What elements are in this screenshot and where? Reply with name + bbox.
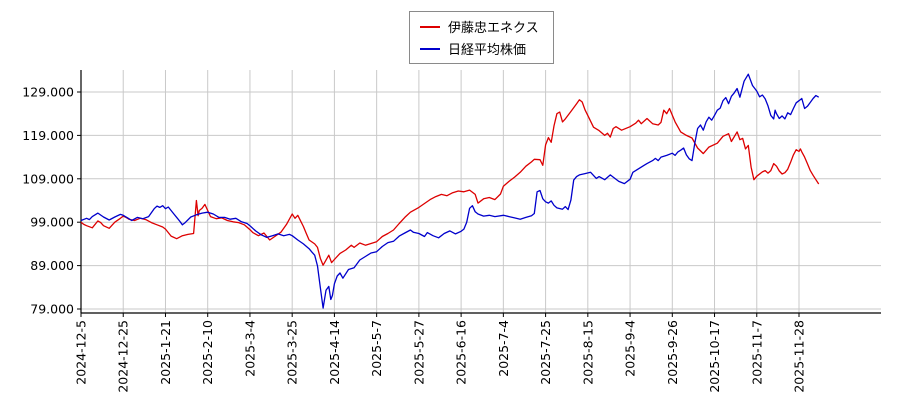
y-axis-tick-label: 99.000 [30, 215, 74, 230]
x-axis-tick-label: 2025-8-15 [580, 320, 595, 385]
x-axis-tick-label: 2025-6-16 [454, 320, 469, 385]
x-axis-tick-label: 2025-1-21 [158, 320, 173, 385]
x-axis-tick-label: 2025-5-27 [411, 320, 426, 385]
x-axis-tick-label: 2025-4-14 [327, 320, 342, 385]
x-axis-tick-label: 2025-3-25 [285, 320, 300, 385]
x-axis-tick-label: 2025-9-4 [623, 320, 638, 377]
blue-line-swatch-icon [420, 47, 440, 50]
series-line-nikkei [80, 73, 820, 309]
x-axis-tick-label: 2025-7-25 [538, 320, 553, 385]
y-axis-tick-label: 79.000 [30, 302, 74, 317]
x-axis-tick-label: 2025-5-7 [369, 320, 384, 377]
x-axis-tick-label: 2025-11-7 [749, 320, 764, 385]
x-axis-tick-label: 2025-2-10 [200, 320, 215, 385]
series-line-itochu-enex [80, 99, 820, 266]
x-axis-tick-label: 2025-7-4 [496, 320, 511, 377]
legend-label-nikkei: 日経平均株価 [448, 43, 527, 58]
y-axis-tick-label: 119.000 [22, 128, 74, 143]
legend-item-nikkei: 日経平均株価 [420, 38, 539, 59]
x-axis-tick-label: 2025-9-26 [665, 320, 680, 385]
legend-label-itochu-enex: 伊藤忠エネクス [448, 21, 539, 36]
red-line-swatch-icon [420, 25, 440, 28]
y-axis-tick-label: 129.000 [22, 85, 74, 100]
x-axis-tick-label: 2024-12-5 [74, 320, 89, 385]
legend-item-itochu-enex: 伊藤忠エネクス [420, 16, 539, 37]
y-axis-tick-label: 109.000 [22, 171, 74, 186]
x-axis-tick-label: 2025-10-17 [707, 320, 722, 393]
legend: 伊藤忠エネクス 日経平均株価 [409, 11, 554, 64]
x-axis-tick-label: 2025-11-28 [792, 320, 807, 393]
y-axis-tick-label: 89.000 [30, 258, 74, 273]
x-axis-tick-label: 2025-3-4 [242, 320, 257, 377]
x-axis-tick-label: 2024-12-25 [116, 320, 131, 393]
